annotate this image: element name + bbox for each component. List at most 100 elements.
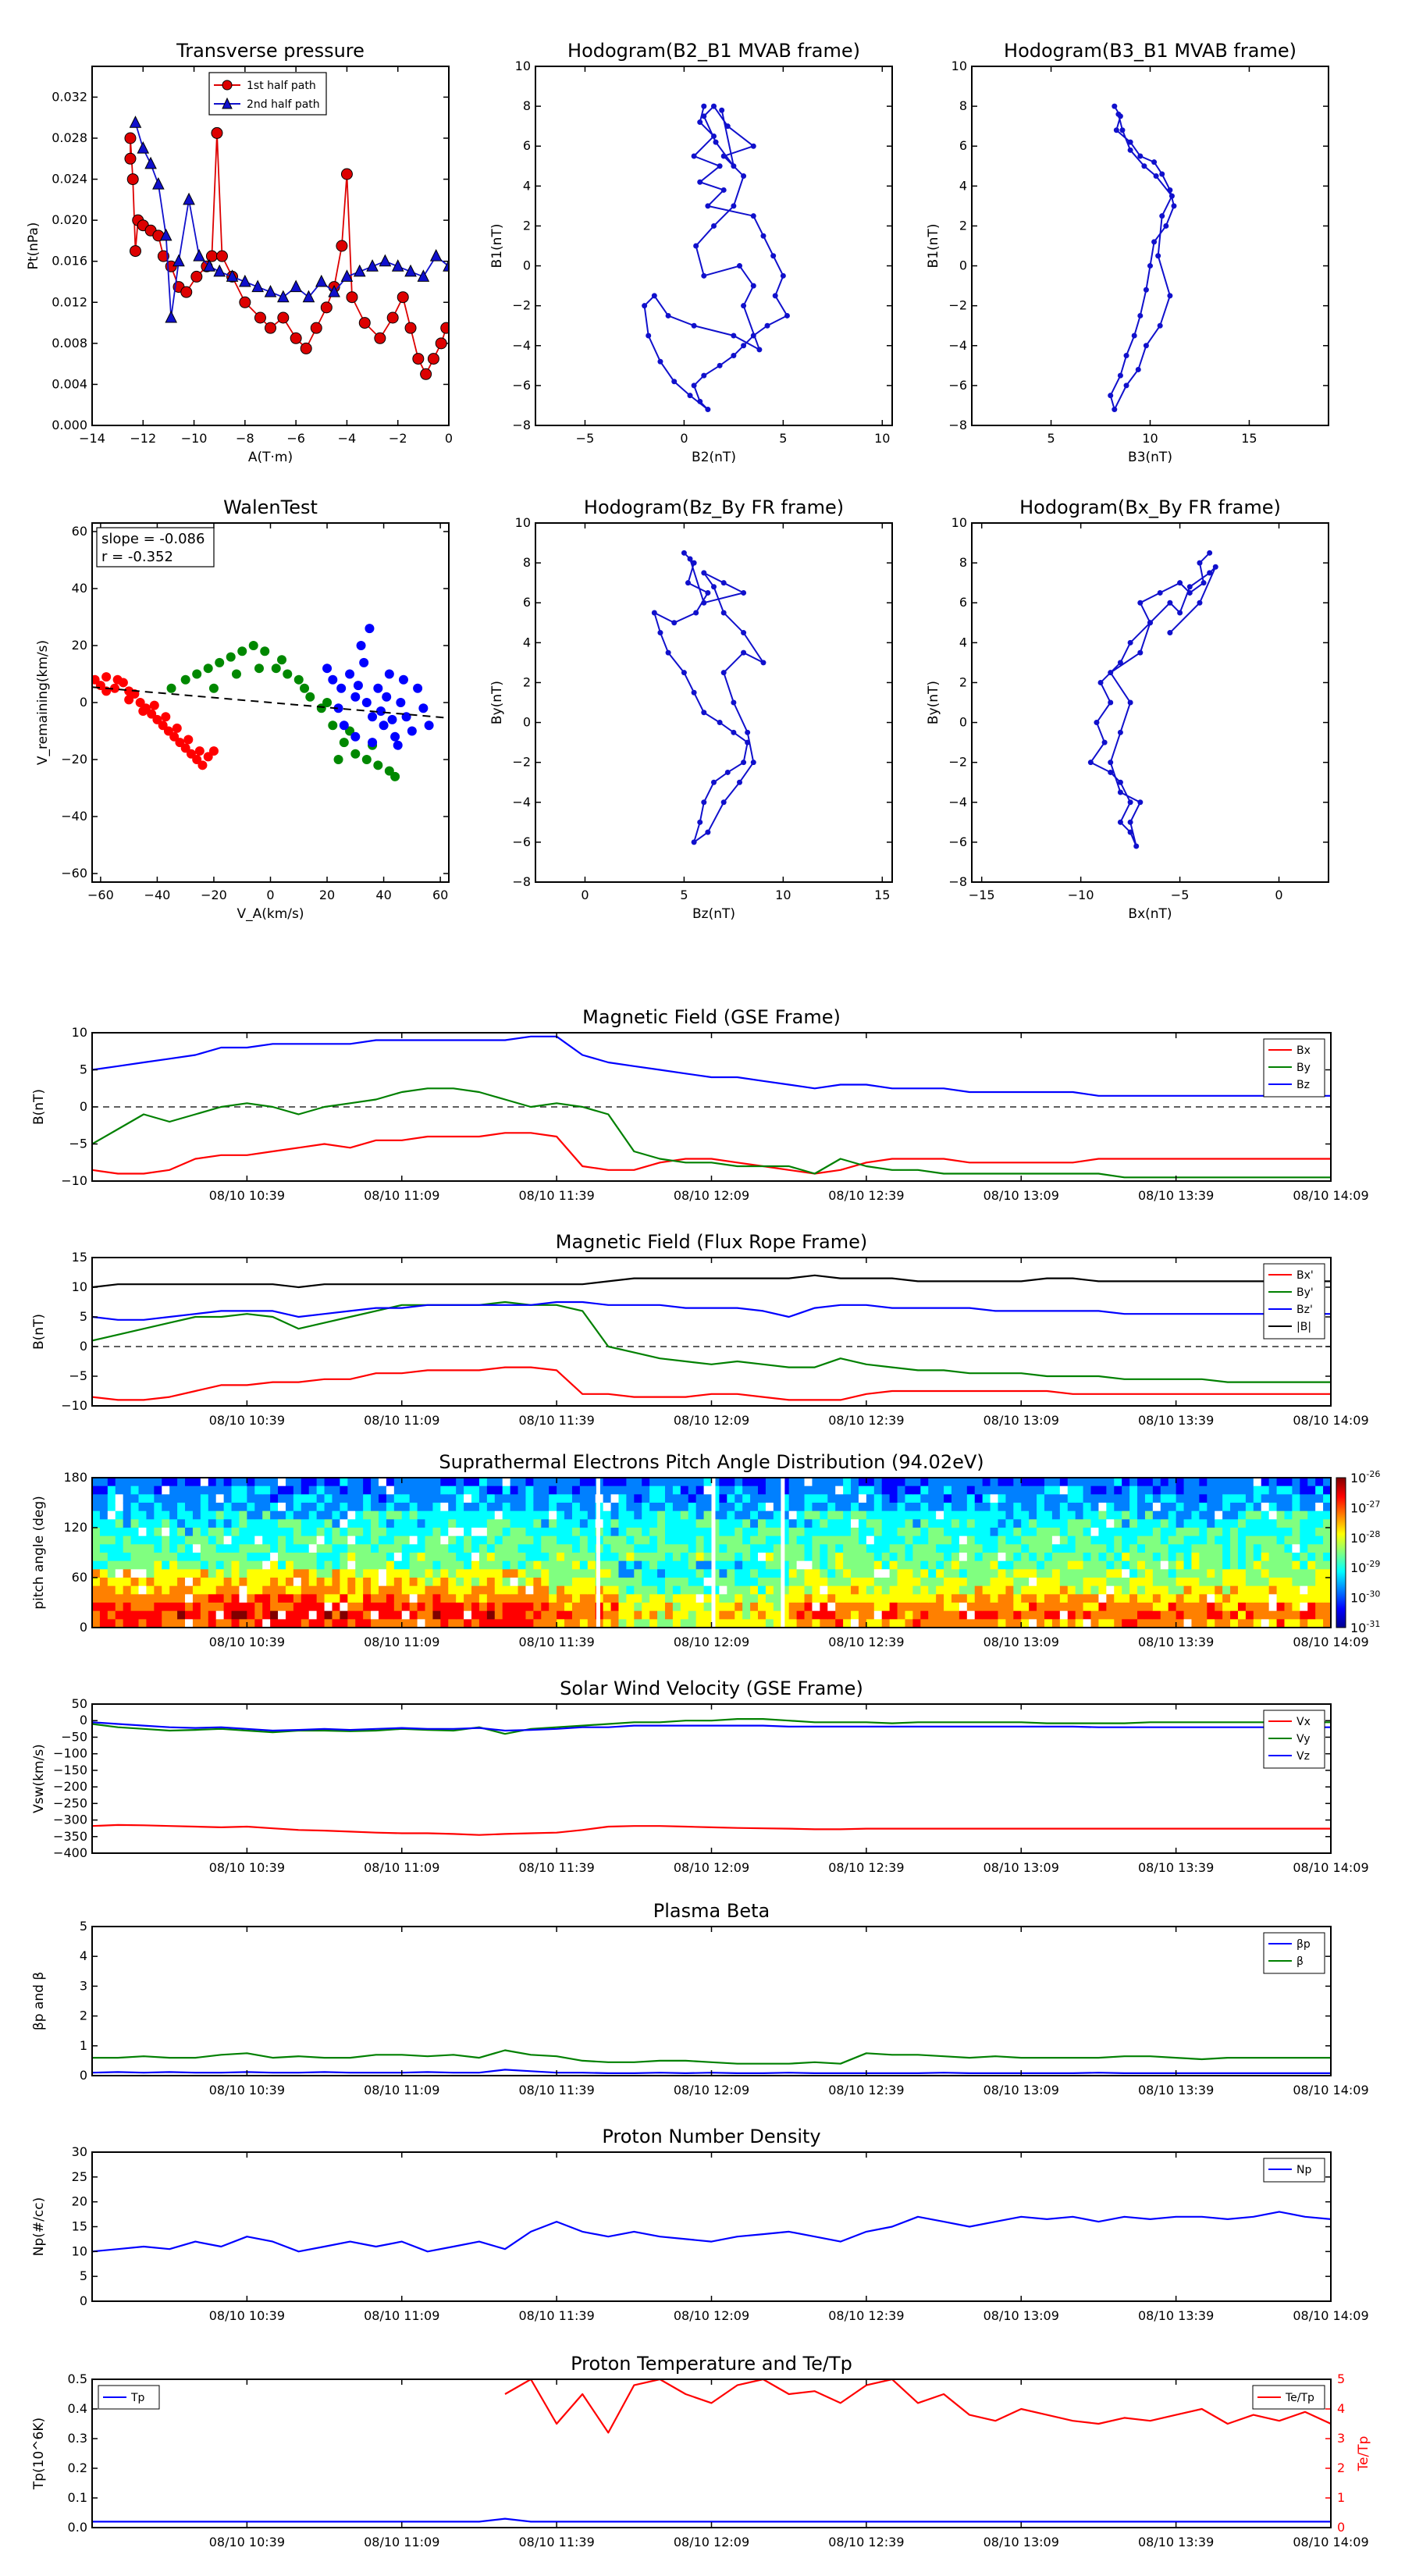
pad-cell: [192, 1603, 201, 1612]
pad-cell: [107, 1535, 116, 1545]
pad-cell: [533, 1619, 542, 1628]
pad-cell: [1307, 1494, 1316, 1503]
pad-cell: [525, 1494, 534, 1503]
pad-cell: [308, 1578, 318, 1587]
pad-cell: [1144, 1510, 1154, 1520]
pad-cell: [827, 1594, 836, 1603]
pad-cell: [247, 1603, 255, 1612]
walen-point-green: [215, 657, 225, 667]
pad-cell: [959, 1485, 968, 1495]
pad-cell: [603, 1510, 612, 1520]
pad-cell: [146, 1503, 155, 1512]
pad-cell: [378, 1478, 387, 1487]
pad-cell: [169, 1603, 178, 1612]
pad-cell: [541, 1528, 550, 1537]
pad-cell: [1300, 1569, 1308, 1578]
pad-cell: [340, 1560, 348, 1570]
np-xtick-label: 08/10 14:09: [1293, 2308, 1368, 2323]
pad-xtick-label: 08/10 13:39: [1138, 1635, 1214, 1649]
pad-cell: [851, 1603, 859, 1612]
pad-cell: [610, 1569, 620, 1578]
bfr-legend-label: Bz': [1297, 1304, 1313, 1316]
pad-cell: [278, 1503, 286, 1512]
pad-cell: [130, 1478, 140, 1487]
pad-cell: [1044, 1510, 1053, 1520]
pad-cell: [494, 1594, 503, 1603]
pt-ytick-label: 0.024: [52, 172, 87, 187]
pad-cell: [510, 1594, 519, 1603]
pad-cell: [99, 1544, 108, 1553]
pad-cell: [308, 1494, 318, 1503]
pad-cell: [1323, 1528, 1331, 1537]
pad-cell: [557, 1478, 565, 1487]
pad-cell: [1207, 1594, 1215, 1603]
pad-cell: [773, 1619, 782, 1628]
pad-colorbar: [1336, 1477, 1346, 1628]
pad-cell: [130, 1535, 140, 1545]
pad-cell: [347, 1560, 356, 1570]
pad-cell: [1083, 1619, 1092, 1628]
pad-cell: [750, 1478, 759, 1487]
pad-cell: [254, 1619, 263, 1628]
pad-cell: [525, 1503, 534, 1512]
pad-cell: [1300, 1619, 1308, 1628]
pad-cell: [355, 1610, 364, 1620]
pad-ytick-label: 180: [63, 1470, 87, 1485]
h3-data-point: [691, 689, 697, 696]
pad-cell: [1075, 1610, 1084, 1620]
walen-point-blue: [333, 703, 343, 713]
pad-cell: [146, 1610, 155, 1620]
pad-cell: [1215, 1594, 1223, 1603]
pad-cell: [634, 1503, 642, 1512]
pad-cell: [1075, 1553, 1084, 1562]
pt-point-1st-half: [300, 342, 312, 354]
pad-cell: [138, 1544, 148, 1553]
pad-cell: [107, 1603, 116, 1612]
vsw-ytick-label: 50: [72, 1696, 87, 1711]
pad-cell: [610, 1619, 620, 1628]
h2-data-point: [1119, 127, 1126, 133]
pad-cell: [1276, 1594, 1286, 1603]
pad-cell: [742, 1528, 751, 1537]
pad-cell: [99, 1553, 108, 1562]
pad-cell: [664, 1478, 674, 1487]
beta-ylabel: βp and β: [31, 1972, 47, 2030]
pad-cell: [711, 1485, 720, 1495]
pad-cell: [1129, 1619, 1138, 1628]
pad-cell: [130, 1603, 140, 1612]
pad-cell: [1059, 1535, 1069, 1545]
pad-cell: [858, 1510, 867, 1520]
pad-cell: [162, 1594, 170, 1603]
pad-cell: [851, 1494, 859, 1503]
pad-cell: [130, 1544, 140, 1553]
pad-cell: [571, 1544, 581, 1553]
pad-cell: [192, 1519, 201, 1528]
pad-cell: [464, 1535, 472, 1545]
pad-cell: [812, 1519, 820, 1528]
pad-cell: [649, 1510, 658, 1520]
pad-cell: [316, 1585, 325, 1595]
pad-cell: [231, 1603, 240, 1612]
pad-cell: [525, 1528, 534, 1537]
pad-cell: [200, 1478, 209, 1487]
pad-cell: [363, 1594, 372, 1603]
pad-cell: [835, 1485, 844, 1495]
pad-cell: [703, 1594, 713, 1603]
pad-cell: [1051, 1503, 1061, 1512]
pad-cell: [371, 1478, 379, 1487]
pad-cell: [711, 1560, 720, 1570]
pad-cell: [928, 1553, 937, 1562]
pad-cell: [866, 1494, 875, 1503]
pad-cell: [1307, 1603, 1316, 1612]
pad-cell: [1253, 1585, 1262, 1595]
pad-cell: [1168, 1510, 1177, 1520]
pad-cell: [881, 1594, 891, 1603]
pad-cell: [796, 1535, 806, 1545]
pad-cell: [308, 1594, 318, 1603]
pad-cell: [1137, 1619, 1146, 1628]
pad-cell: [1199, 1610, 1208, 1620]
h3-data-point: [697, 819, 703, 825]
pad-cell: [742, 1594, 751, 1603]
pad-cell: [843, 1528, 852, 1537]
pad-cell: [1021, 1619, 1030, 1628]
